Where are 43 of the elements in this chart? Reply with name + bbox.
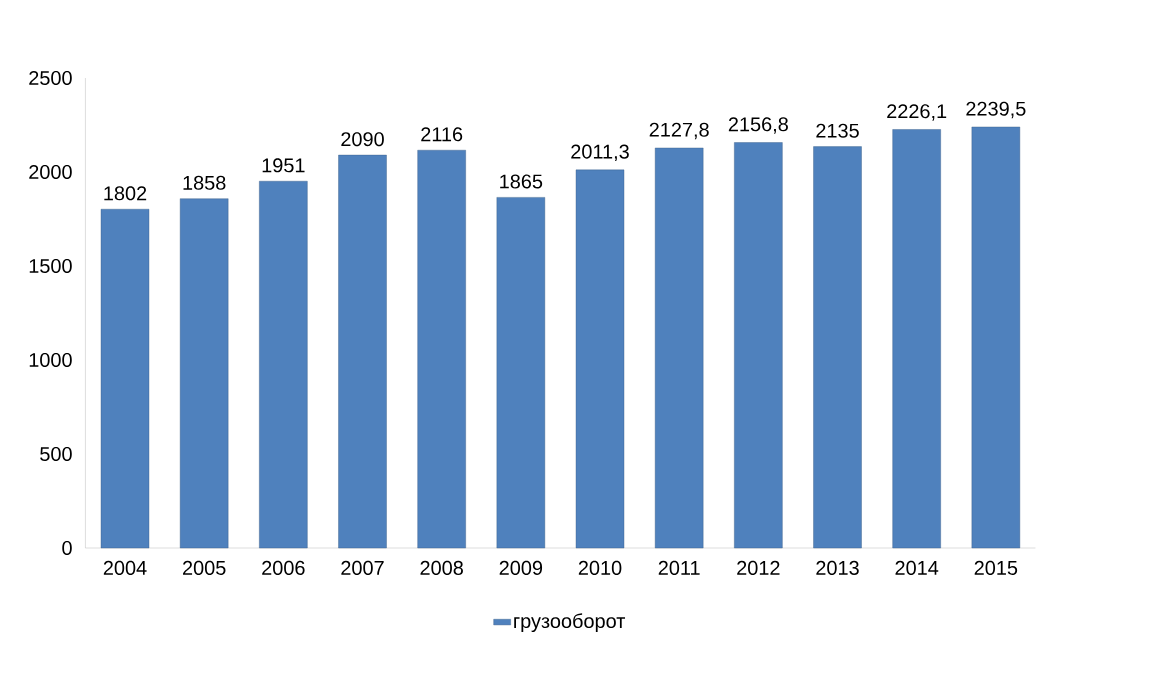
- data-label: 1802: [104, 186, 147, 201]
- data-label: 2011,3: [571, 144, 629, 162]
- bar: [575, 169, 625, 549]
- data-label: 2116: [421, 127, 463, 142]
- x-tick-label: 2014: [895, 560, 939, 575]
- bar: [100, 209, 150, 549]
- x-tick-label: 2004: [103, 560, 147, 575]
- bar: [892, 129, 941, 549]
- bar: [734, 142, 783, 549]
- x-tick-label: 2011: [658, 560, 700, 575]
- x-tick-label: 2006: [262, 560, 305, 575]
- x-tick-label: 2007: [341, 560, 384, 575]
- bar: [259, 181, 308, 549]
- data-label: 2090: [341, 132, 384, 147]
- legend-label: грузооборот: [514, 613, 626, 633]
- data-label: 1951: [262, 158, 305, 173]
- data-label: 2226,1: [887, 104, 947, 121]
- y-tick-label: 1000: [29, 352, 72, 368]
- x-tick-label: 2012: [737, 560, 780, 575]
- y-tick-label: 0: [62, 540, 72, 556]
- bar: [417, 149, 466, 549]
- x-tick-label: 2008: [420, 560, 463, 575]
- x-tick-label: 2013: [816, 560, 859, 575]
- data-label: 2135: [816, 123, 859, 138]
- data-label: 2127,8: [649, 122, 709, 140]
- y-tick-label: 2500: [29, 70, 72, 86]
- data-label: 2156,8: [728, 117, 788, 134]
- data-label: 1865: [500, 174, 543, 189]
- bar: [338, 154, 387, 549]
- bar: [179, 198, 229, 549]
- x-tick-label: 2005: [183, 560, 226, 575]
- x-tick-label: 2010: [578, 560, 622, 575]
- x-tick-label: 2009: [499, 560, 543, 575]
- y-tick-label: 500: [40, 446, 72, 462]
- data-label: 2239,5: [966, 101, 1026, 119]
- y-tick-label: 2000: [29, 164, 72, 180]
- bar: [813, 146, 862, 549]
- bar: [971, 126, 1021, 549]
- data-label: 1858: [183, 175, 226, 190]
- x-tick-label: 2015: [974, 560, 1018, 575]
- bar: [496, 197, 546, 549]
- bar: [654, 147, 704, 549]
- y-tick-label: 1500: [29, 258, 72, 274]
